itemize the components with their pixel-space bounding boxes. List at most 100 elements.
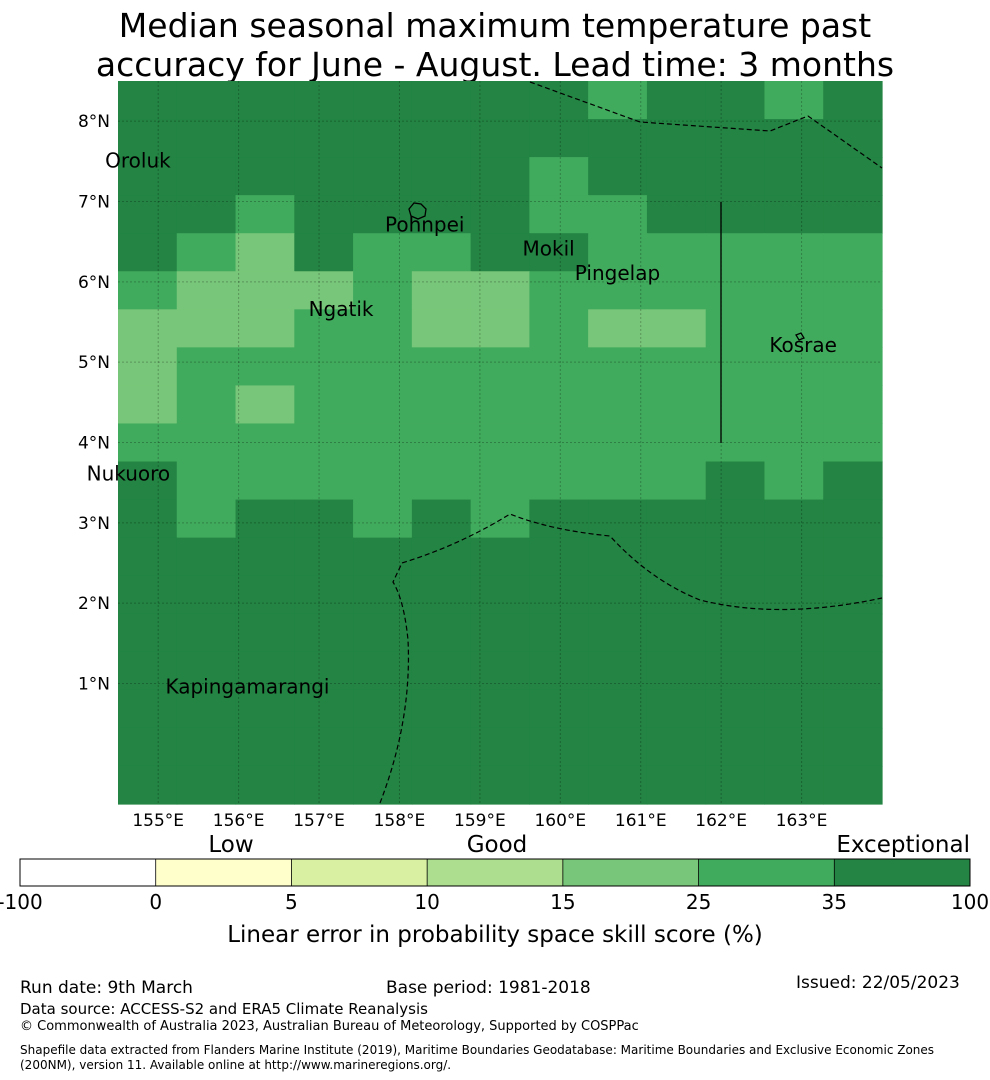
skill-cell bbox=[823, 461, 883, 501]
skill-cell bbox=[235, 233, 295, 272]
colorbar-tick-label: 0 bbox=[149, 890, 162, 914]
lat-tick-label: 7°N bbox=[78, 193, 110, 213]
skill-cell bbox=[764, 537, 824, 577]
skill-cell bbox=[470, 537, 530, 577]
skill-cell bbox=[176, 613, 237, 653]
skill-cell bbox=[705, 347, 766, 387]
skill-cell bbox=[235, 461, 295, 501]
skill-cell bbox=[764, 613, 824, 653]
skill-cell bbox=[353, 765, 413, 805]
lat-tick-label: 5°N bbox=[78, 353, 110, 373]
skill-cell bbox=[646, 765, 707, 805]
skill-cell bbox=[529, 233, 589, 272]
lon-tick-label: 162°E bbox=[695, 811, 747, 831]
skill-cell bbox=[294, 651, 354, 691]
skill-cell bbox=[411, 157, 472, 196]
skill-cell bbox=[353, 651, 413, 691]
skill-cell bbox=[705, 157, 766, 196]
colorbar-tick-label: 10 bbox=[414, 890, 439, 914]
skill-cell bbox=[470, 423, 530, 463]
skill-cell bbox=[529, 195, 589, 234]
skill-cell bbox=[529, 385, 589, 425]
skill-cell bbox=[764, 157, 824, 196]
colorbar-tick-label: 25 bbox=[686, 890, 711, 914]
skill-cell bbox=[118, 309, 178, 348]
skill-cell bbox=[470, 385, 530, 425]
skill-cell bbox=[823, 423, 883, 463]
skill-cell bbox=[411, 309, 472, 348]
skill-cell bbox=[823, 651, 883, 691]
skill-cell bbox=[176, 765, 237, 805]
skill-cell bbox=[294, 461, 354, 501]
skill-cell bbox=[588, 157, 648, 196]
skill-cell bbox=[470, 727, 530, 767]
skill-cell bbox=[470, 651, 530, 691]
colorbar-segment bbox=[291, 859, 428, 886]
colorbar-segment bbox=[427, 859, 563, 886]
lat-tick-label: 6°N bbox=[78, 273, 110, 293]
skill-cell bbox=[235, 195, 295, 234]
skill-cell bbox=[764, 651, 824, 691]
lat-tick-label: 1°N bbox=[78, 675, 110, 695]
skill-cell bbox=[176, 271, 237, 310]
skill-cell bbox=[529, 271, 589, 310]
axis-labels: 155°E 156°E 157°E 158°E 159°E 160°E 161°E 162°E… bbox=[78, 112, 827, 831]
run-date: Run date: 9th March bbox=[20, 978, 193, 998]
skill-cell bbox=[764, 271, 824, 310]
skill-cell bbox=[646, 537, 707, 577]
skill-cell bbox=[470, 195, 530, 234]
skill-cell bbox=[235, 765, 295, 805]
skill-cell bbox=[529, 651, 589, 691]
place-label: Oroluk bbox=[105, 148, 171, 172]
skill-cell bbox=[353, 385, 413, 425]
skill-cell bbox=[529, 309, 589, 348]
shapefile-credit: Shapefile data extracted from Flanders M… bbox=[20, 1043, 935, 1072]
skill-cell bbox=[764, 423, 824, 463]
issued-date: Issued: 22/05/2023 bbox=[796, 973, 960, 993]
skill-cell bbox=[294, 309, 354, 348]
skill-cell bbox=[823, 119, 883, 158]
skill-cell bbox=[353, 81, 413, 120]
skill-cell bbox=[823, 575, 883, 615]
skill-cell bbox=[176, 575, 237, 615]
skill-cell bbox=[646, 575, 707, 615]
skill-cell bbox=[411, 347, 472, 387]
place-label: Nukuoro bbox=[87, 462, 171, 486]
lon-tick-label: 160°E bbox=[534, 811, 586, 831]
skill-cell bbox=[823, 385, 883, 425]
colorbar-segment bbox=[698, 859, 835, 886]
skill-cell bbox=[235, 271, 295, 310]
skill-cell bbox=[470, 499, 530, 539]
skill-cell bbox=[235, 689, 295, 729]
skill-cell bbox=[588, 499, 648, 539]
skill-cell bbox=[705, 499, 766, 539]
skill-cell bbox=[176, 309, 237, 348]
skill-cell bbox=[353, 423, 413, 463]
skill-cell bbox=[764, 81, 824, 120]
skill-cell bbox=[294, 575, 354, 615]
skill-cell bbox=[823, 613, 883, 653]
eez-boundary-south bbox=[379, 513, 883, 804]
skill-cell bbox=[823, 537, 883, 577]
skill-cell bbox=[118, 233, 178, 272]
skill-cell bbox=[588, 119, 648, 158]
skill-cell bbox=[764, 727, 824, 767]
skill-cell bbox=[588, 195, 648, 234]
skill-cell bbox=[176, 651, 237, 691]
skill-cell bbox=[294, 689, 354, 729]
skill-cell bbox=[353, 271, 413, 310]
skill-cell bbox=[294, 765, 354, 805]
skill-cell bbox=[176, 81, 237, 120]
eez-boundaries bbox=[379, 81, 883, 804]
skill-cell bbox=[411, 727, 472, 767]
skill-cell bbox=[176, 195, 237, 234]
skill-cell bbox=[470, 613, 530, 653]
skill-cell bbox=[764, 347, 824, 387]
skill-cell bbox=[529, 613, 589, 653]
colorbar-tick-label: 5 bbox=[285, 890, 298, 914]
skill-cell bbox=[646, 271, 707, 310]
lon-tick-label: 156°E bbox=[213, 811, 265, 831]
skill-cell bbox=[705, 651, 766, 691]
skill-cell bbox=[411, 461, 472, 501]
